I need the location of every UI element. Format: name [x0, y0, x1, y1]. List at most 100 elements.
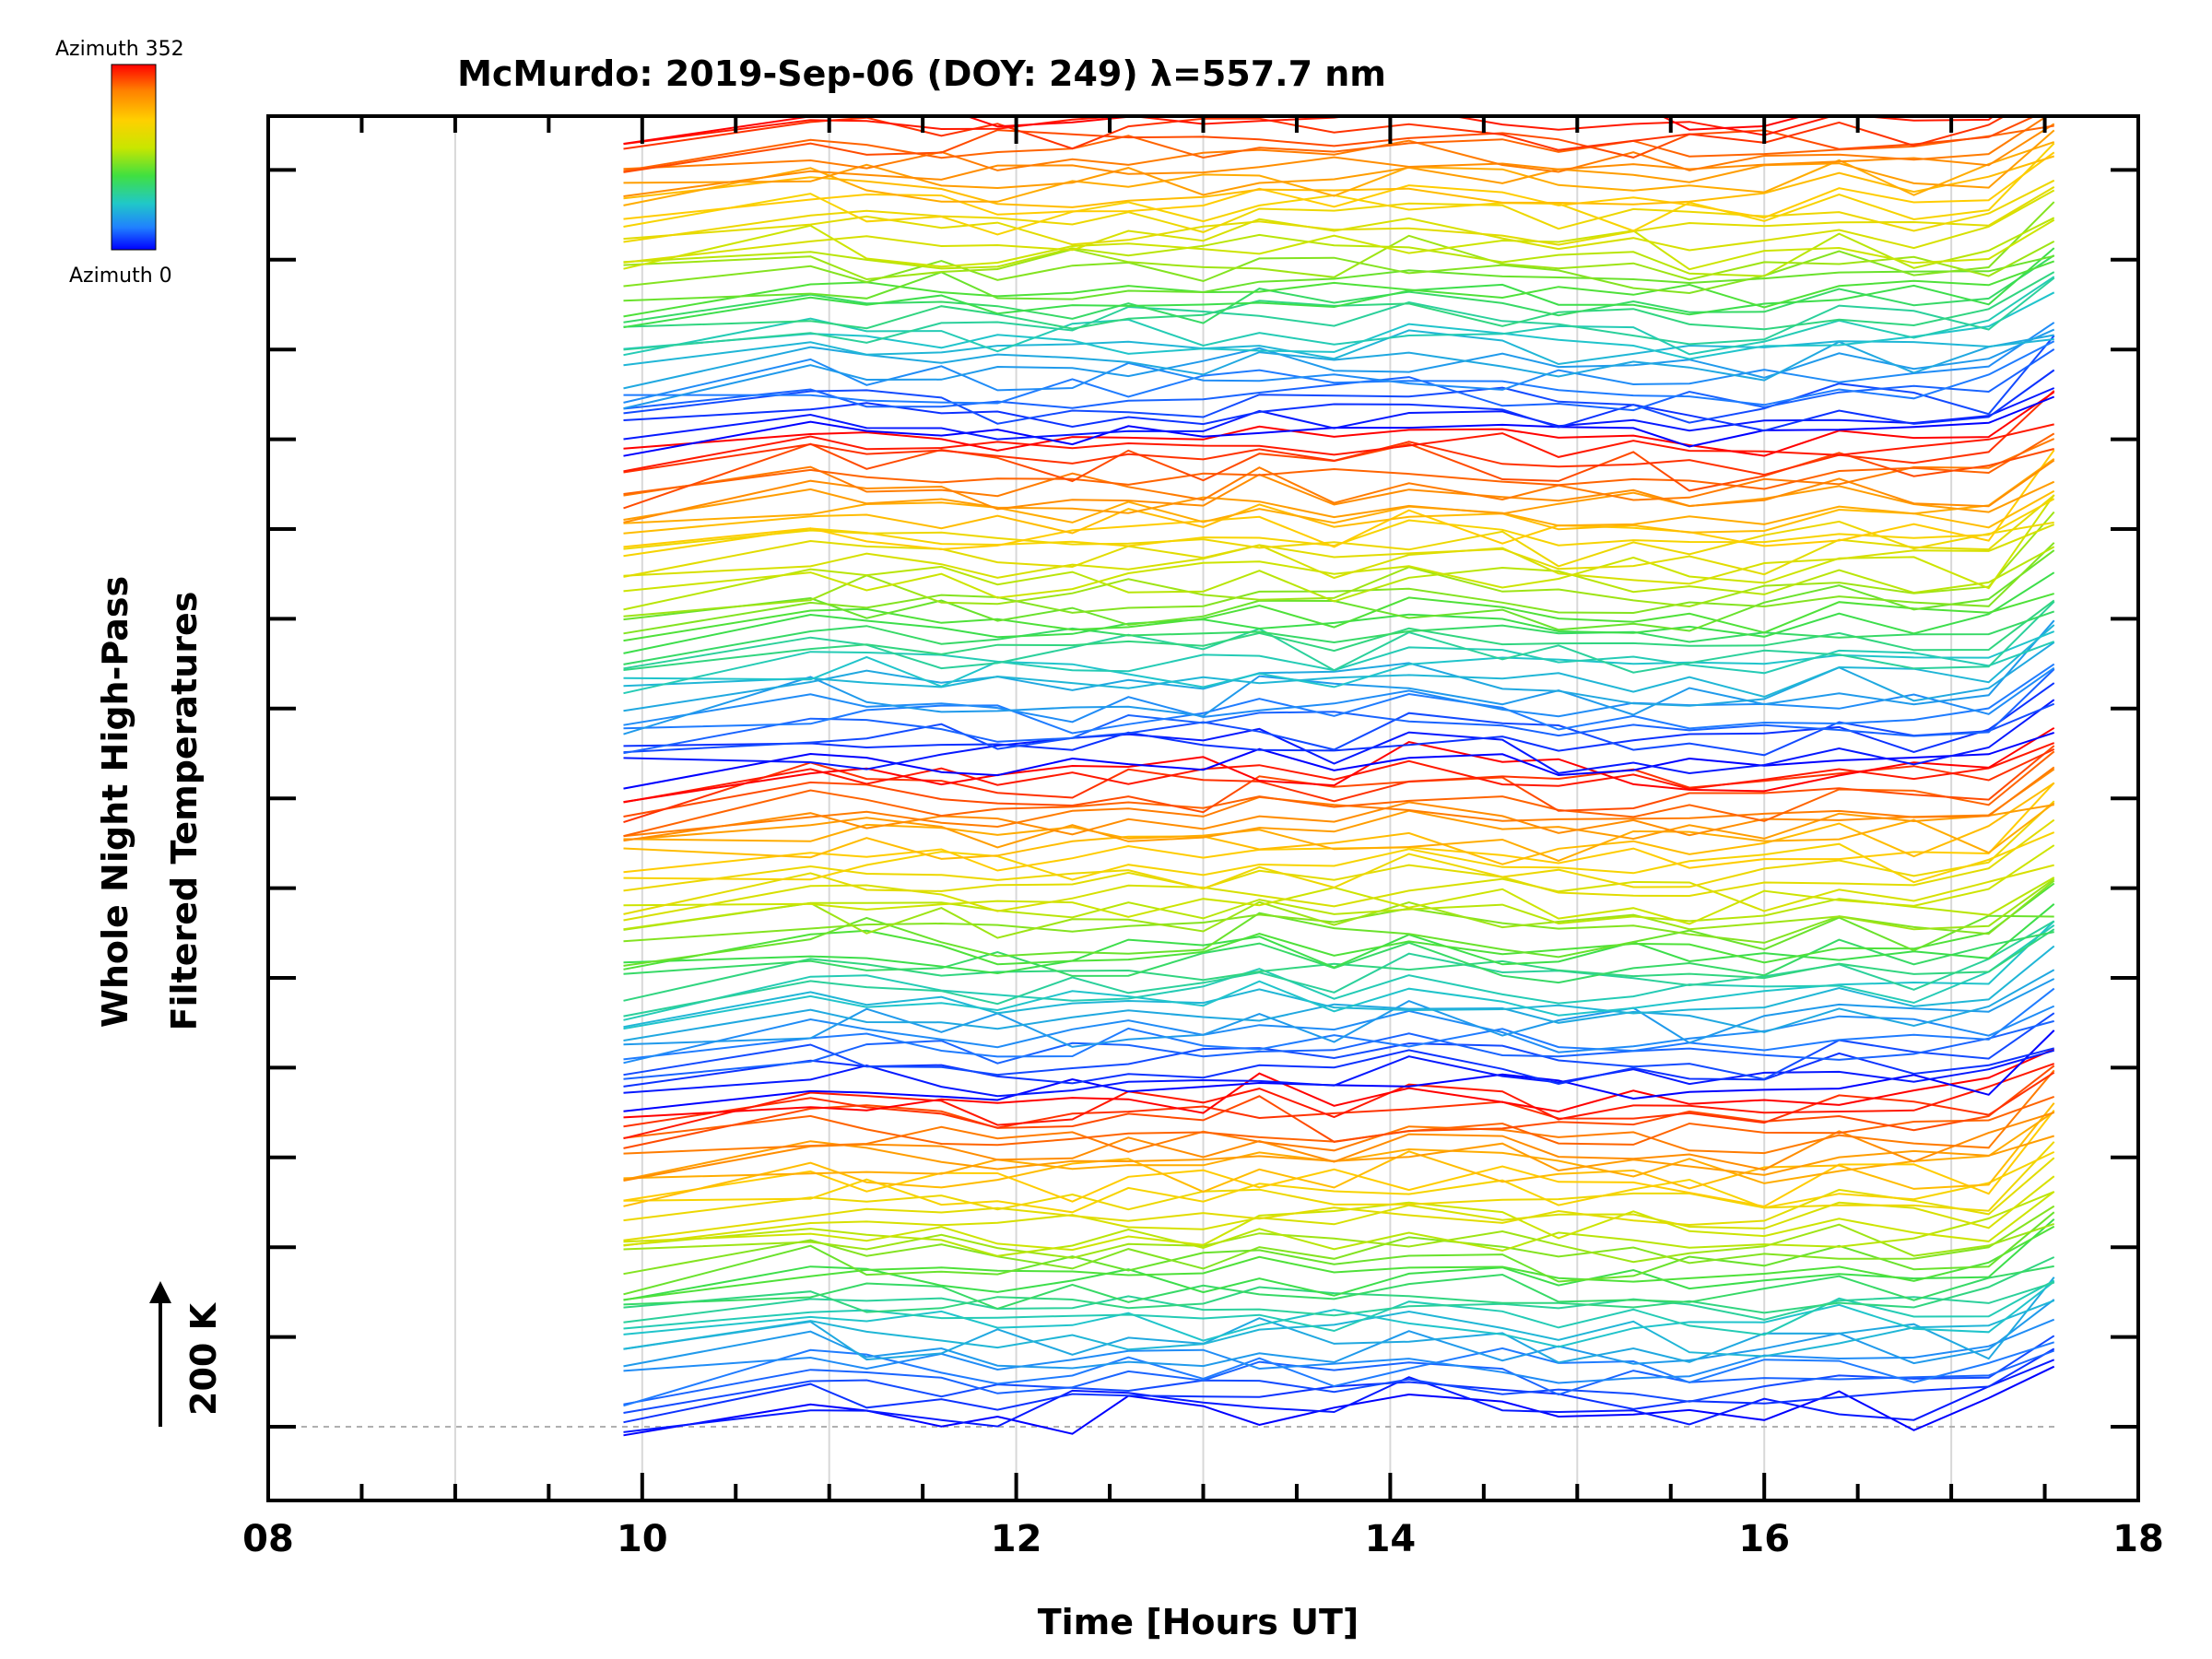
series-line-66 [623, 804, 2054, 849]
series-line-81 [623, 619, 2055, 735]
y-axis-label-line1: Whole Night High-Pass [95, 576, 135, 1028]
series-line-38 [623, 1049, 2054, 1098]
series-line-3 [623, 1335, 2055, 1414]
series-line-115 [623, 348, 2055, 412]
series-line-4 [623, 1349, 2055, 1406]
series-line-84 [623, 630, 2055, 688]
series-line-23 [623, 1157, 2055, 1241]
series-line-125 [623, 254, 2055, 324]
y-axis-label: Whole Night High-Pass Filtered Temperatu… [95, 576, 205, 1030]
series-line-19 [623, 1222, 2055, 1264]
series-line-93 [623, 511, 2055, 618]
series-line-33 [623, 1065, 2055, 1149]
series-line-61 [623, 800, 2055, 892]
series-line-91 [623, 549, 2055, 632]
series-line-8 [623, 1277, 2055, 1364]
series-line-89 [623, 571, 2055, 654]
series-line-122 [623, 276, 2055, 357]
series-line-134 [623, 186, 2055, 246]
scale-bar: 200 K [149, 1281, 224, 1427]
series-line-116 [623, 340, 2055, 406]
x-tick-labels: 08 10 12 14 16 18 [242, 1518, 2164, 1560]
series-line-7 [623, 1299, 2055, 1370]
series-line-21 [623, 1191, 2055, 1252]
series-line-117 [623, 322, 2055, 404]
series-line-80 [623, 666, 2055, 726]
series-line-141 [623, 123, 2055, 197]
series-line-28 [623, 1111, 2055, 1184]
series-line-86 [623, 601, 2055, 674]
x-tick-label-10: 10 [617, 1518, 668, 1560]
x-tick-label-12: 12 [991, 1518, 1042, 1560]
series-line-13 [623, 1256, 2055, 1314]
series-line-48 [623, 924, 2055, 1021]
x-axis-label: Time [Hours UT] [1038, 1602, 1359, 1642]
series-line-9 [623, 1300, 2055, 1358]
series-line-129 [623, 201, 2055, 295]
series-line-34 [623, 1071, 2055, 1129]
series-line-138 [623, 155, 2054, 208]
series-line-53 [623, 882, 2055, 971]
series-line-39 [623, 1047, 2054, 1088]
series-line-133 [623, 189, 2055, 264]
series-line-27 [623, 1102, 2055, 1207]
series-line-94 [623, 546, 2055, 611]
series-line-18 [623, 1205, 2055, 1276]
series-line-67 [623, 768, 2055, 842]
series-line-63 [623, 782, 2055, 874]
series-line-45 [623, 969, 2055, 1041]
x-tick-label-16: 16 [1738, 1518, 1790, 1560]
series-line-1 [623, 1359, 2055, 1433]
series-line-22 [623, 1175, 2055, 1247]
series-line-42 [623, 987, 2055, 1061]
series-line-112 [623, 387, 2055, 441]
series-line-43 [623, 1005, 2055, 1065]
series-line-105 [623, 438, 2055, 504]
colorbar-top-label: Azimuth 352 [55, 38, 184, 61]
series-line-74 [623, 731, 2055, 790]
series-line-119 [623, 334, 2054, 390]
series-line-88 [623, 610, 2055, 665]
series-line-123 [623, 276, 2055, 351]
series-line-106 [623, 432, 2055, 495]
series-line-98 [623, 520, 2054, 568]
series-line-139 [623, 141, 2055, 206]
series-line-144 [623, 116, 2038, 173]
series-line-110 [623, 391, 2055, 457]
series-line-135 [623, 179, 2055, 243]
series-line-103 [623, 480, 2055, 521]
series-line-58 [623, 844, 2055, 925]
series-line-25 [623, 1150, 2055, 1214]
series-line-79 [623, 663, 2055, 735]
colorbar-gradient [111, 64, 157, 251]
series-line-120 [623, 329, 2054, 367]
series-line-95 [623, 494, 2055, 599]
series-line-109 [623, 423, 2054, 473]
series-line-132 [623, 218, 2055, 271]
series-line-37 [623, 1030, 2055, 1112]
series-line-143 [623, 124, 2054, 172]
series-line-20 [623, 1191, 2055, 1257]
series-line-128 [623, 254, 2054, 302]
series-line-47 [623, 920, 2055, 1030]
series-line-100 [623, 449, 2055, 551]
series-line-118 [623, 328, 2055, 410]
series-line-90 [623, 593, 2054, 642]
series-line-36 [623, 1048, 2055, 1119]
series-line-54 [623, 912, 2054, 967]
series-line-137 [623, 151, 2055, 220]
y-axis-label-line2: Filtered Temperatures [164, 592, 205, 1031]
series-line-97 [623, 494, 2055, 578]
colorbar-bottom-label: Azimuth 0 [69, 265, 172, 288]
series-line-29 [623, 1135, 2054, 1182]
series-line-113 [623, 369, 2055, 432]
series-line-124 [623, 271, 2055, 331]
series-group [623, 116, 2055, 1437]
x-tick-label-14: 14 [1365, 1518, 1417, 1560]
series-line-31 [623, 1069, 2055, 1155]
scale-bar-arrow-head [149, 1281, 171, 1303]
series-line-87 [623, 599, 2055, 671]
series-line-2 [623, 1347, 2055, 1424]
x-tick-label-18: 18 [2112, 1518, 2164, 1560]
series-line-46 [623, 945, 2055, 1029]
